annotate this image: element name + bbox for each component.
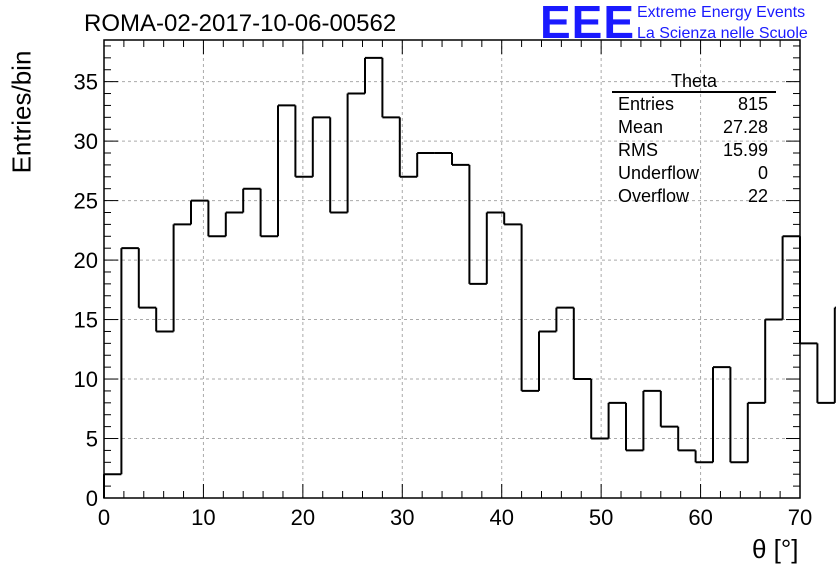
stats-label: Underflow: [618, 163, 700, 183]
stats-label: Overflow: [618, 186, 690, 206]
stats-value: 27.28: [722, 117, 768, 137]
histogram-plot: [103, 56, 836, 498]
stats-title: Theta: [612, 72, 776, 93]
x-tick-label: 30: [390, 505, 414, 530]
stats-label: Mean: [618, 117, 664, 137]
x-tick-label: 70: [788, 505, 812, 530]
y-tick-label: 15: [74, 308, 98, 333]
y-tick-label: 20: [74, 248, 98, 273]
eee-logo: EEE Extreme Energy Events La Scienza nel…: [540, 0, 836, 48]
x-tick-label: 20: [291, 505, 315, 530]
stats-value: 815: [737, 94, 768, 114]
stats-row-mean: Mean 27.28: [612, 116, 776, 139]
x-tick-label: 10: [191, 505, 215, 530]
chart-title: ROMA-02-2017-10-06-00562: [84, 10, 397, 37]
y-tick-label: 5: [86, 427, 98, 452]
y-tick-label: 25: [74, 189, 98, 214]
stats-row-underflow: Underflow 0: [612, 162, 776, 185]
stats-row-rms: RMS 15.99: [612, 139, 776, 162]
logo-text-line-2: La Scienza nelle Scuole: [637, 25, 808, 42]
axis-ticks: [103, 40, 801, 499]
stats-row-entries: Entries 815: [612, 93, 776, 116]
stats-box: Theta Entries 815 Mean 27.28 RMS 15.99 U…: [612, 72, 776, 208]
y-tick-label: 10: [74, 367, 98, 392]
y-tick-label: 30: [74, 129, 98, 154]
y-tick-label: 0: [86, 486, 98, 511]
grid-lines: [104, 40, 800, 498]
logo-text-line-1: Extreme Energy Events: [637, 4, 806, 21]
x-axis-label: θ [°]: [752, 534, 799, 564]
stats-value: 0: [757, 163, 768, 183]
x-tick-label: 60: [688, 505, 712, 530]
eee-logo-mark: EEE: [540, 0, 636, 48]
y-tick-label: 35: [74, 70, 98, 95]
stats-row-overflow: Overflow 22: [612, 185, 776, 208]
plot-frame: [103, 39, 801, 499]
stats-value: 22: [747, 186, 768, 206]
stats-label: Entries: [618, 94, 675, 114]
y-axis-label: Entries/bin: [6, 50, 37, 174]
stats-value: 15.99: [722, 140, 768, 160]
x-tick-label: 40: [489, 505, 513, 530]
x-tick-label: 0: [98, 505, 110, 530]
stats-label: RMS: [618, 140, 658, 160]
axis-tick-labels: 0 10 20 30 40 50 60 70 0 5 10 15 20 25 30 35: [74, 70, 813, 530]
x-tick-label: 50: [589, 505, 613, 530]
